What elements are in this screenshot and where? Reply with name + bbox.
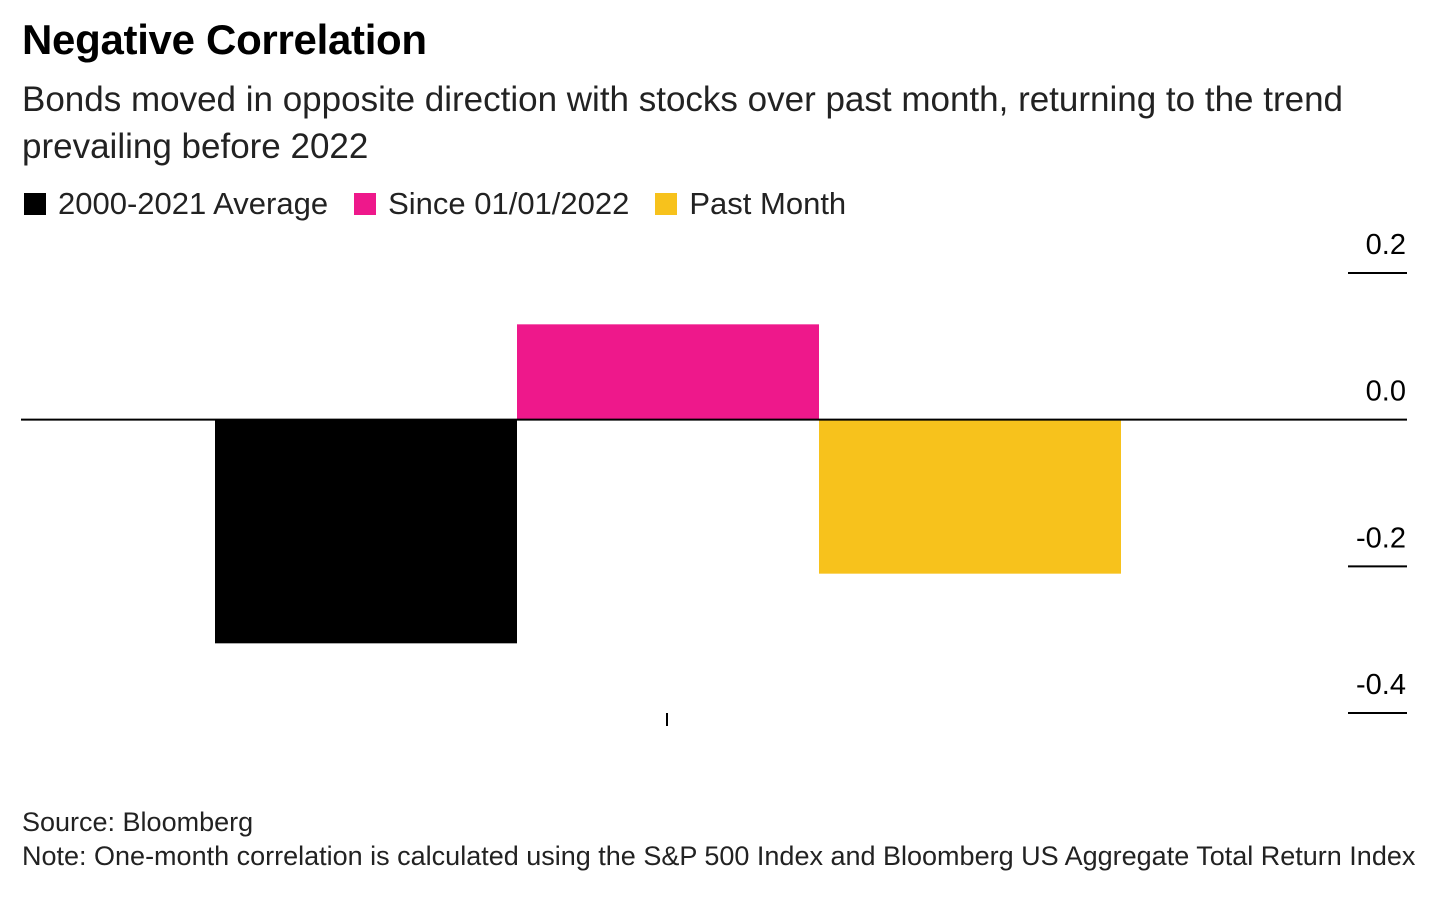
legend-item-since-2022: Since 01/01/2022	[354, 186, 629, 222]
chart-title: Negative Correlation	[22, 16, 427, 63]
legend-label-since-2022: Since 01/01/2022	[388, 186, 630, 221]
y-tick-label: -0.2	[1356, 522, 1406, 554]
y-tick-label: 0.0	[1366, 376, 1406, 408]
y-tick-label: -0.4	[1356, 669, 1406, 701]
legend-item-past-month: Past Month	[655, 186, 846, 222]
legend-swatch-average	[24, 193, 46, 215]
legend-item-average: 2000-2021 Average	[24, 186, 328, 222]
methodology-note: Note: One-month correlation is calculate…	[22, 840, 1416, 871]
y-axis: 0.2 0.0 -0.2 -0.4	[1348, 229, 1407, 714]
source-note: Source: Bloomberg	[22, 807, 254, 837]
chart-subtitle: Bonds moved in opposite direction with s…	[22, 80, 1343, 166]
legend-swatch-since-2022	[354, 193, 377, 215]
legend-swatch-past-month	[655, 193, 678, 215]
legend-label-average: 2000-2021 Average	[58, 186, 329, 221]
bar-chart: 0.2 0.0 -0.2 -0.4	[21, 229, 1407, 726]
legend: 2000-2021 Average Since 01/01/2022 Past …	[24, 184, 872, 224]
bar-since-01-01-2022	[517, 324, 819, 420]
footer: Source: Bloomberg Note: One-month correl…	[22, 806, 1422, 873]
legend-label-past-month: Past Month	[689, 186, 847, 221]
bar-past-month	[819, 419, 1121, 574]
bars-group	[215, 324, 1121, 644]
y-tick-label: 0.2	[1366, 229, 1406, 261]
bar-2000-2021-average	[215, 419, 517, 644]
